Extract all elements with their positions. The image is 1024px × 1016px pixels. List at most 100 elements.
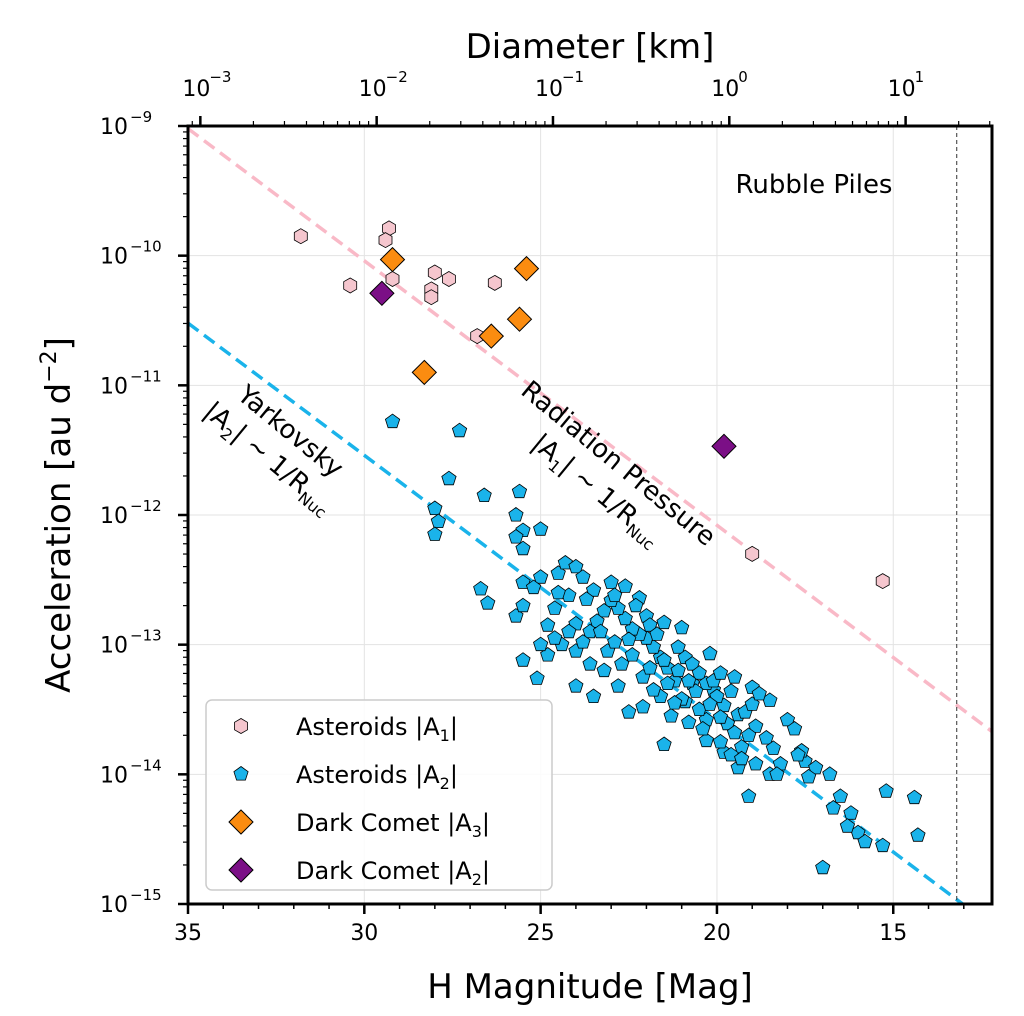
asteroids_a2-point	[670, 662, 686, 678]
asteroids_a2-point	[624, 647, 640, 662]
asteroids_a2-point	[596, 662, 612, 678]
dark_comet_a2-point	[711, 433, 737, 460]
asteroids_a2-point	[779, 711, 796, 727]
asteroids_a2-point	[592, 623, 609, 639]
asteroids_a2-point	[607, 587, 623, 602]
asteroids_a2-point	[533, 521, 549, 536]
x-tick-label: 15	[879, 921, 907, 946]
asteroids_a2-point	[723, 683, 739, 698]
asteroids_a2-point	[670, 639, 686, 654]
top-tick-base: 10	[182, 77, 210, 102]
y-tick-label: 10	[100, 374, 128, 399]
asteroids_a2-point	[635, 698, 651, 714]
asteroids_a2-point	[515, 597, 531, 613]
asteroids_a2-point	[451, 422, 468, 438]
asteroids_a2-point	[695, 721, 711, 736]
y-axis-title: Acceleration [au d−2]	[37, 337, 79, 693]
asteroids_a2-point	[751, 685, 767, 701]
legend-label-main: Dark Comet |A	[296, 857, 472, 885]
asteroids_a1-point	[745, 545, 760, 562]
asteroids_a2-point	[667, 695, 683, 710]
asteroids_a2-point	[596, 603, 612, 618]
legend-label-sub: 2	[440, 774, 450, 793]
top-tick-base: 10	[888, 77, 916, 102]
asteroids_a2-point	[585, 582, 602, 597]
legend-label-end: |	[450, 713, 458, 741]
legend-label-asteroids_a1: Asteroids |A1|	[296, 713, 458, 745]
asteroids_a1-point	[424, 289, 439, 306]
asteroids_a1-point	[343, 277, 358, 294]
y-tick-label: 10	[100, 763, 128, 788]
y-tick-base: 10	[100, 115, 128, 140]
asteroids_a2-point	[656, 652, 672, 667]
asteroids_a2-point	[480, 595, 496, 610]
asteroids_a2-point	[758, 730, 774, 745]
asteroids_a2-point	[473, 580, 489, 596]
asteroids_a2-point	[726, 724, 743, 740]
asteroids_a2-point	[603, 574, 619, 589]
y-axis-title-main: Acceleration [au d	[39, 383, 79, 693]
asteroids_a2-point	[659, 675, 676, 690]
y-tick-label: 10	[100, 893, 128, 918]
legend-label-sub: 3	[472, 822, 482, 841]
asteroids_a1-point	[875, 573, 890, 590]
asteroids_a2-point	[384, 413, 401, 429]
y-tick-exponent: −13	[130, 627, 162, 645]
y-tick-base: 10	[100, 893, 128, 918]
asteroids_a2-point	[839, 818, 856, 833]
dark_comet_a3-point	[411, 359, 438, 386]
asteroids_a1-point	[378, 232, 393, 249]
legend-label-dark_comet_a3: Dark Comet |A3|	[296, 809, 490, 841]
dark_comet_a3-point	[506, 306, 533, 332]
legend-marker-dark_comet_a2	[228, 857, 254, 883]
legend-label-main: Asteroids |A	[296, 761, 440, 789]
legend: Asteroids |A1|Asteroids |A2|Dark Comet |…	[205, 699, 553, 891]
asteroids_a2-point	[575, 569, 591, 584]
asteroids_a2-point	[610, 678, 626, 693]
asteroids_a2-point	[815, 859, 831, 875]
asteroids_a2-point	[702, 645, 718, 661]
asteroids_a2-point	[582, 656, 598, 671]
asteroids_a2-point	[427, 500, 443, 515]
y-tick-exponent: −15	[130, 886, 162, 904]
asteroids_a2-point	[621, 704, 637, 719]
top-tick-exponent: 1	[915, 68, 925, 86]
legend-label-asteroids_a2: Asteroids |A2|	[296, 761, 458, 793]
legend-items: Asteroids |A1|Asteroids |A2|Dark Comet |…	[228, 713, 490, 889]
asteroids_a2-point	[691, 665, 707, 680]
dark_comet_a3-point	[478, 323, 505, 349]
top-tick-exponent: −1	[562, 68, 584, 86]
legend-label-end: |	[482, 809, 490, 837]
x-tick-label: 20	[703, 921, 731, 946]
legend-label-end: |	[450, 761, 458, 789]
legend-label-sub: 2	[472, 870, 482, 889]
y-tick-exponent: −10	[130, 238, 162, 256]
asteroids_a2-point	[645, 682, 662, 697]
x-tick-label: 25	[527, 921, 555, 946]
asteroids_a2-point	[825, 800, 841, 815]
asteroids_a2-point	[681, 714, 697, 729]
asteroids_a2-point	[476, 487, 492, 503]
top-tick-base: 10	[711, 77, 739, 102]
asteroids_a2-point	[801, 768, 817, 784]
y-axis-title-sup: −2	[37, 350, 62, 382]
asteroids_a2-point	[533, 636, 549, 652]
x-tick-labels: 35 30 25 20 15	[174, 921, 907, 946]
legend-label-sub: 1	[440, 726, 450, 745]
asteroids_a2-point	[712, 665, 729, 680]
asteroids_a1-point	[442, 271, 456, 287]
asteroids_a2-point	[674, 619, 690, 635]
radiation-fit-line	[188, 127, 992, 733]
asteroids_a2-point	[741, 727, 757, 742]
asteroids_a2-point	[515, 652, 531, 667]
top-tick-exponent: −2	[386, 68, 408, 86]
asteroids_a2-point	[726, 669, 743, 684]
asteroids_a2-point	[642, 617, 658, 632]
asteroids_a2-point	[547, 630, 563, 645]
y-tick-label: 10	[100, 634, 128, 659]
asteroids_a2-point	[663, 708, 679, 723]
asteroids_a2-point	[832, 788, 848, 803]
asteroids_a2-point	[748, 718, 764, 733]
asteroids_a2-point	[561, 623, 577, 639]
